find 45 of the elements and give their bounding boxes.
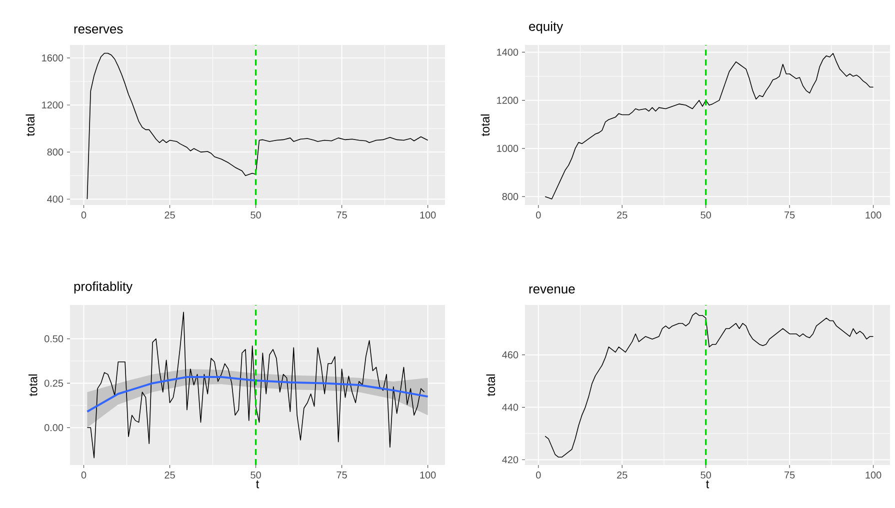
chart-title: profitablity	[74, 281, 133, 294]
y-tick-label: 0.25	[44, 380, 64, 387]
chart-title: equity	[529, 21, 564, 34]
y-tick-label: 800	[502, 193, 518, 200]
x-tick-label: 75	[336, 212, 347, 218]
x-tick-label: 50	[250, 472, 261, 479]
x-tick-label: 25	[617, 212, 628, 219]
y-axis-title: total	[486, 374, 496, 396]
x-tick-label: 100	[866, 212, 882, 219]
y-tick-label: 0.50	[44, 335, 64, 342]
x-tick-label: 75	[784, 212, 795, 218]
y-tick-label: 1200	[42, 101, 64, 109]
chart-title: reserves	[74, 26, 123, 34]
y-tick-label: 460	[502, 351, 518, 358]
y-tick-label: 800	[47, 148, 64, 156]
chart-title: revenue	[529, 286, 575, 294]
y-tick-label: 1400	[497, 48, 518, 56]
line-series	[86, 376, 429, 413]
x-tick-label: 100	[420, 212, 436, 219]
x-tick-label: 50	[700, 472, 711, 479]
x-tick-label: 50	[700, 212, 711, 219]
x-tick-label: 0	[536, 472, 541, 479]
x-tick-label: 100	[420, 472, 436, 479]
y-tick-label: 1600	[42, 54, 64, 62]
y-axis-title: total	[28, 374, 38, 396]
x-tick-label: 50	[250, 212, 261, 219]
x-axis-title: t	[256, 480, 260, 488]
x-tick-label: 75	[336, 471, 347, 478]
x-tick-label: 0	[536, 212, 541, 219]
x-tick-label: 25	[164, 472, 175, 479]
y-tick-label: 400	[47, 196, 64, 203]
y-tick-label: 1200	[497, 96, 518, 104]
y-tick-label: 1000	[497, 144, 518, 152]
x-tick-label: 100	[866, 472, 882, 479]
x-axis-title: t	[706, 480, 710, 488]
x-tick-label: 25	[617, 472, 628, 479]
y-tick-label: 420	[502, 456, 518, 464]
x-tick-label: 0	[81, 472, 86, 479]
y-tick-label: 440	[502, 404, 518, 411]
x-tick-label: 25	[164, 212, 175, 219]
x-tick-label: 0	[81, 212, 86, 219]
y-axis-title: total	[480, 114, 490, 136]
x-tick-label: 75	[784, 472, 795, 478]
y-axis-title: total	[26, 114, 34, 136]
y-tick-label: 0.00	[44, 424, 64, 432]
